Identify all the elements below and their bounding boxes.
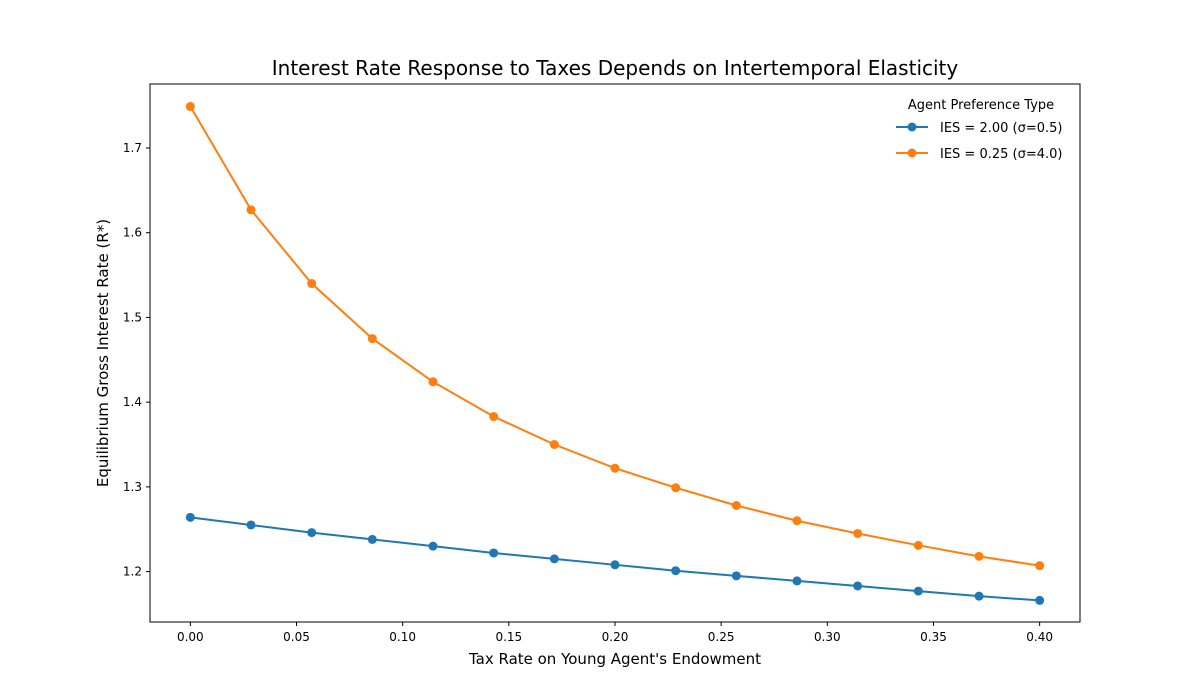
data-point (913, 586, 923, 596)
x-tick-label: 0.25 (708, 630, 735, 644)
x-axis: 0.00 0.05 0.10 0.15 0.20 0.25 0.30 0.35 0.40 (177, 622, 1053, 644)
data-point (671, 566, 681, 576)
x-tick-label: 0.05 (283, 630, 310, 644)
x-tick-label: 0.30 (814, 630, 841, 644)
x-tick-label: 0.40 (1026, 630, 1053, 644)
data-point (853, 581, 863, 591)
y-tick-label: 1.4 (123, 395, 142, 409)
data-point (185, 512, 195, 522)
data-point (792, 576, 802, 586)
data-point (913, 540, 923, 550)
data-point (974, 591, 984, 601)
legend-title: Agent Preference Type (908, 98, 1054, 113)
data-point (671, 483, 681, 493)
y-tick-label: 1.7 (123, 141, 142, 155)
data-point (246, 520, 256, 530)
data-point (1035, 561, 1045, 571)
data-point (489, 548, 499, 558)
series-2 (185, 101, 1045, 571)
data-point (428, 377, 438, 387)
data-point (549, 554, 559, 564)
series-line (190, 516, 1040, 602)
series-layer (185, 101, 1045, 605)
legend-swatch-marker (907, 148, 917, 158)
plot-frame (149, 83, 1081, 623)
legend-item: IES = 0.25 (σ=4.0) (896, 147, 1062, 162)
data-point (610, 560, 620, 570)
data-point (792, 516, 802, 526)
y-tick-label: 1.5 (123, 310, 142, 324)
x-tick-label: 0.00 (177, 630, 204, 644)
data-point (489, 412, 499, 422)
y-tick-label: 1.2 (123, 565, 142, 579)
x-tick-label: 0.15 (495, 630, 522, 644)
data-point (549, 440, 559, 450)
data-point (367, 334, 377, 344)
data-point (974, 551, 984, 561)
data-point (307, 528, 317, 538)
x-tick-label: 0.10 (389, 630, 416, 644)
data-point (1035, 595, 1045, 605)
series-line (189, 105, 1040, 567)
data-point (731, 571, 741, 581)
legend-label: IES = 2.00 (σ=0.5) (940, 121, 1062, 136)
x-tick-label: 0.20 (602, 630, 629, 644)
legend-item: IES = 2.00 (σ=0.5) (896, 121, 1062, 136)
legend: Agent Preference Type IES = 2.00 (σ=0.5)… (896, 98, 1062, 162)
data-point (307, 279, 317, 289)
x-tick-label: 0.35 (920, 630, 947, 644)
y-axis-label: Equilibrium Gross Interest Rate (R*) (94, 219, 112, 487)
legend-swatch-marker (907, 122, 917, 132)
data-point (367, 534, 377, 544)
y-tick-label: 1.3 (123, 480, 142, 494)
x-axis-label: Tax Rate on Young Agent's Endowment (468, 650, 761, 668)
data-point (185, 101, 195, 111)
data-point (428, 541, 438, 551)
data-point (246, 205, 256, 215)
chart-title: Interest Rate Response to Taxes Depends … (272, 56, 959, 80)
y-tick-label: 1.6 (123, 226, 142, 240)
legend-label: IES = 0.25 (σ=4.0) (940, 147, 1062, 162)
data-point (731, 501, 741, 511)
data-point (610, 463, 620, 473)
series-1 (185, 512, 1045, 605)
y-axis: 1.2 1.3 1.4 1.5 1.6 1.7 (123, 141, 150, 579)
data-point (853, 528, 863, 538)
